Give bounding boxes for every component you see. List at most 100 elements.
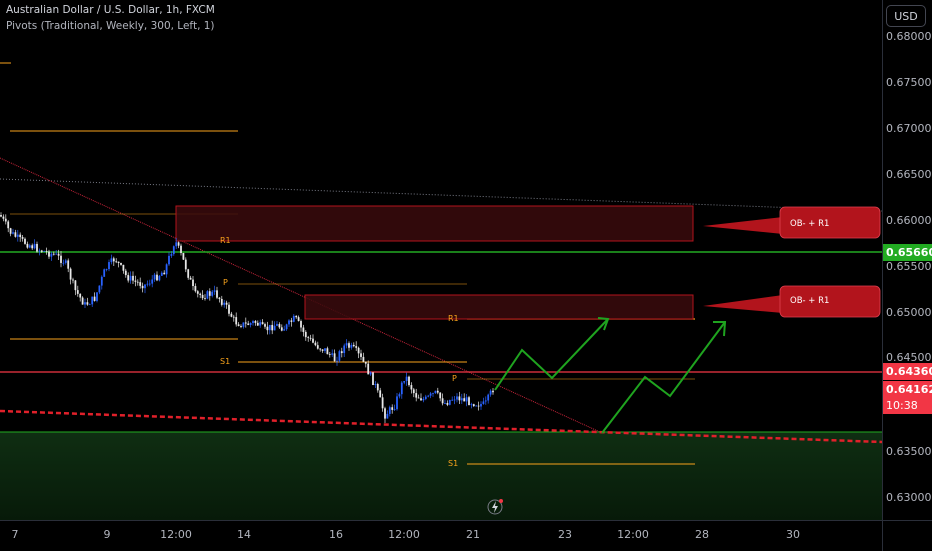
candle-body	[264, 324, 266, 327]
candle-body	[105, 269, 108, 270]
candle-body	[187, 269, 190, 278]
candle-body	[482, 401, 485, 404]
candle-body	[487, 394, 490, 401]
lightning-bolt	[492, 501, 498, 513]
candle-body	[86, 302, 89, 305]
candle-body	[292, 315, 295, 322]
candle-body	[124, 270, 127, 276]
candle-body	[136, 281, 139, 283]
time-scale[interactable]: 7 9 12:00 14 16 12:00 21 23 12:00 28 30	[0, 520, 882, 551]
candle-body	[122, 264, 125, 271]
indicator-legend[interactable]: Pivots (Traditional, Weekly, 300, Left, …	[6, 20, 215, 32]
price-tick: 0.67500	[886, 76, 932, 89]
candle-body	[336, 360, 338, 362]
candle-body	[434, 390, 437, 394]
candle-body	[420, 398, 422, 401]
candle-body	[21, 237, 24, 239]
candle-body	[283, 329, 286, 331]
order-block-lower[interactable]	[304, 294, 694, 320]
candle-body	[184, 259, 187, 270]
candle-body	[460, 398, 463, 401]
candle-body	[132, 275, 134, 281]
chart-area[interactable]: Australian Dollar / U.S. Dollar, 1h, FXC…	[0, 0, 882, 520]
candle-body	[328, 354, 331, 355]
price-tick: 0.63500	[886, 445, 932, 458]
candle-body	[148, 283, 151, 285]
candle-body	[252, 321, 254, 324]
time-tick: 12:00	[617, 528, 649, 541]
candle-body	[374, 384, 377, 385]
candle-body	[309, 337, 312, 339]
candle-body	[151, 279, 154, 284]
candle-body	[110, 258, 113, 263]
candle-body	[127, 275, 130, 281]
candle-body	[357, 347, 360, 354]
candle-body	[319, 348, 322, 350]
notification-dot	[499, 499, 503, 503]
lightning-icon[interactable]	[487, 499, 503, 515]
candle-body	[79, 293, 82, 298]
candle-body	[228, 304, 230, 314]
time-tick: 30	[786, 528, 800, 541]
candle-body	[345, 343, 348, 346]
candle-body	[88, 304, 91, 306]
candle-body	[302, 327, 305, 332]
scale-corner	[882, 520, 932, 551]
candle-body	[146, 283, 149, 285]
candle-body	[98, 285, 101, 293]
time-tick: 12:00	[388, 528, 420, 541]
candle-body	[304, 331, 307, 338]
candle-body	[172, 246, 175, 255]
order-block-upper[interactable]	[175, 205, 694, 242]
projection-arrow-lower[interactable]	[601, 321, 726, 434]
candle-body	[96, 292, 98, 301]
candle-body	[141, 285, 144, 289]
candle-body	[24, 238, 26, 244]
candle-body	[199, 293, 202, 295]
candle-body	[55, 253, 58, 255]
candle-body	[376, 384, 379, 391]
candle-body	[168, 255, 170, 265]
candle-body	[408, 376, 410, 386]
candle-body	[52, 253, 55, 255]
price-chart[interactable]	[0, 0, 882, 520]
candle-body	[280, 327, 283, 331]
candle-body	[180, 245, 182, 254]
candle-body	[297, 317, 300, 322]
candle-body	[93, 296, 96, 301]
candle-body	[134, 280, 137, 282]
candle-body	[468, 397, 470, 406]
candle-body	[182, 253, 185, 260]
candle-body	[470, 404, 473, 406]
candle-body	[12, 232, 14, 234]
candle-body	[384, 408, 386, 419]
time-tick: 28	[695, 528, 709, 541]
trend-line-dashed[interactable]	[0, 409, 882, 444]
candle-body	[333, 353, 336, 362]
candle-body	[398, 394, 401, 397]
candle-body	[4, 218, 7, 222]
candle-body	[453, 399, 456, 401]
projection-arrow-upper[interactable]	[494, 318, 609, 391]
symbol-legend[interactable]: Australian Dollar / U.S. Dollar, 1h, FXC…	[6, 4, 215, 16]
candle-body	[331, 353, 334, 355]
candle-body	[33, 243, 36, 249]
candle-body	[0, 215, 2, 217]
candle-body	[400, 382, 403, 395]
candle-body	[391, 407, 394, 410]
price-tick: 0.63000	[886, 491, 932, 504]
candle-body	[396, 396, 398, 410]
bar-countdown: 10:38	[883, 398, 932, 414]
callout-upper[interactable]	[779, 206, 881, 239]
candle-body	[50, 253, 53, 257]
candle-body	[189, 277, 192, 280]
callout-lower[interactable]	[779, 285, 881, 318]
candle-body	[463, 398, 466, 402]
candle-body	[472, 404, 475, 406]
candle-body	[268, 324, 271, 331]
pivot-label-p: P	[223, 278, 228, 287]
candle-body	[422, 398, 425, 401]
candle-body	[103, 269, 106, 277]
currency-button[interactable]: USD	[886, 5, 926, 27]
candle-body	[444, 403, 446, 404]
